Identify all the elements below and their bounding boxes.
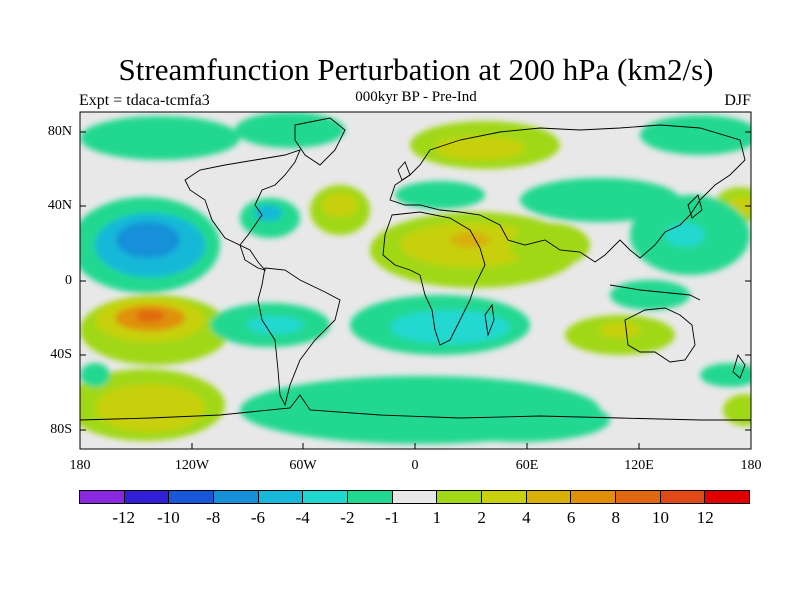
colorbar-swatch (169, 491, 215, 503)
colorbar-label: 8 (611, 508, 621, 527)
colorbar-swatch (303, 491, 349, 503)
colorbar-swatch (571, 491, 617, 503)
colorbar-label: -6 (250, 508, 265, 527)
colorbar-swatch (482, 491, 527, 503)
colorbar-label: 12 (696, 508, 714, 527)
lon-label-120w: 120W (174, 458, 210, 473)
colorbar-swatch (616, 491, 661, 503)
lon-label-60w: 60W (289, 458, 317, 473)
lat-label-80s: 80S (50, 422, 72, 437)
lon-label-0: 0 (411, 458, 419, 473)
colorbar-label: -1 (385, 508, 400, 527)
colorbar-swatch (660, 491, 706, 503)
colorbar-swatch (258, 491, 304, 503)
colorbar-label: -8 (206, 508, 221, 527)
field-layer (80, 112, 751, 449)
colorbar-label: -12 (112, 508, 136, 527)
colorbar-label: 4 (522, 508, 531, 527)
tick-marks (80, 131, 751, 449)
season-label: DJF (724, 92, 751, 109)
colorbar-label: -2 (340, 508, 355, 527)
experiment-label: Expt = tdaca-tcmfa3 (79, 92, 210, 109)
map-title: Streamfunction Perturbation at 200 hPa (… (118, 52, 714, 87)
lon-label-180e: 180 (740, 458, 762, 473)
period-label: 000kyr BP - Pre-Ind (355, 89, 477, 105)
colorbar-swatch (80, 491, 125, 503)
colorbar (79, 490, 750, 504)
colorbar-swatch (348, 491, 393, 503)
lon-label-120e: 120E (624, 458, 654, 473)
lat-label-0: 0 (65, 273, 72, 288)
lat-label-80n: 80N (47, 124, 72, 139)
coastlines (80, 117, 751, 421)
colorbar-swatch (392, 491, 438, 503)
lat-label-40s: 40S (50, 347, 72, 362)
colorbar-swatch (526, 491, 572, 503)
colorbar-label: 6 (566, 508, 576, 527)
colorbar-swatch (214, 491, 259, 503)
lat-label-40n: 40N (47, 198, 72, 213)
colorbar-label: 2 (477, 508, 486, 527)
colorbar-swatch (437, 491, 483, 503)
colorbar-label: -4 (295, 508, 310, 527)
colorbar-swatch (124, 491, 170, 503)
colorbar-label: 10 (652, 508, 670, 527)
colorbar-label: -10 (157, 508, 180, 527)
colorbar-label: 1 (432, 508, 442, 527)
colorbar-swatch (705, 491, 750, 503)
lon-label-60e: 60E (515, 458, 539, 473)
lon-label-180w: 180 (69, 458, 91, 473)
